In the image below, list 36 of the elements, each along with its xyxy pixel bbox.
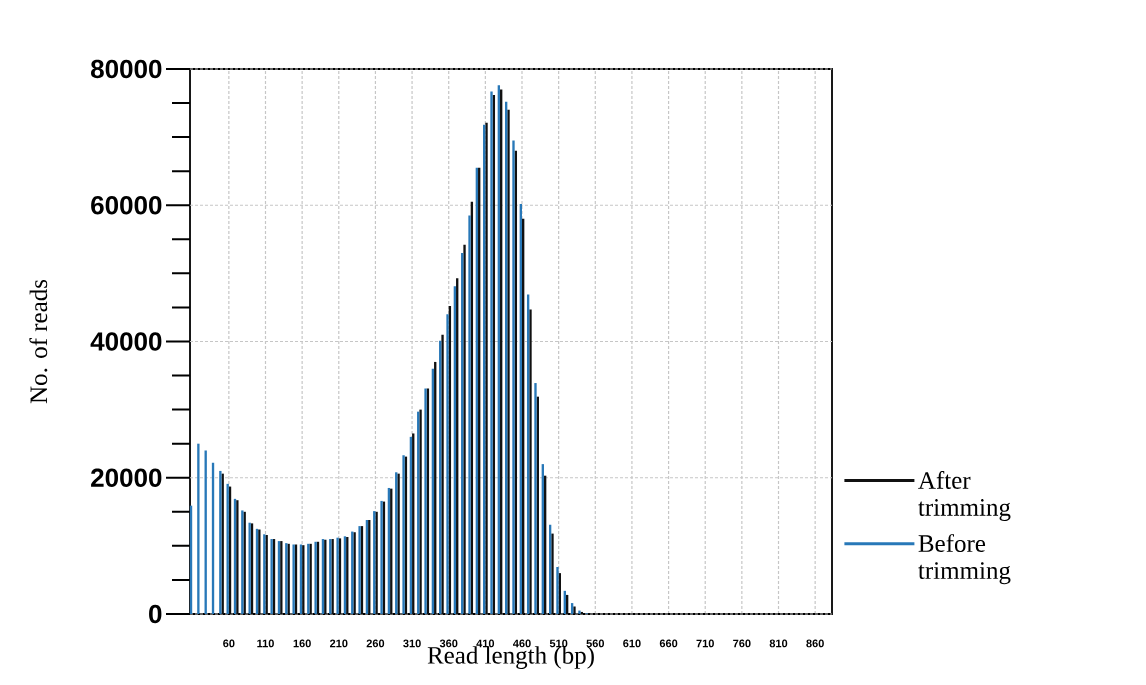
bar bbox=[197, 443, 200, 614]
x-tick-label: 210 bbox=[329, 639, 348, 648]
x-tick-label: 610 bbox=[623, 639, 641, 648]
x-tick-label: 860 bbox=[806, 639, 824, 648]
bar bbox=[463, 244, 466, 614]
y-tick-label: 80000 bbox=[91, 59, 162, 79]
y-tick-label: 20000 bbox=[91, 468, 162, 487]
x-tick-label: 410 bbox=[476, 639, 495, 648]
x-tick-label: 60 bbox=[223, 639, 235, 648]
bar bbox=[441, 334, 444, 614]
bar bbox=[507, 109, 510, 614]
bar bbox=[512, 140, 515, 614]
bar bbox=[534, 383, 537, 614]
x-tick-label: 760 bbox=[733, 639, 751, 648]
y-tick-label: 40000 bbox=[90, 332, 162, 351]
bar bbox=[529, 309, 532, 614]
y-tick-label: 60000 bbox=[91, 196, 162, 215]
x-tick-label: 510 bbox=[549, 639, 568, 648]
bar bbox=[468, 215, 471, 614]
x-tick-label: 110 bbox=[257, 639, 274, 648]
y-axis-title: No. of reads bbox=[29, 279, 48, 404]
x-tick-label: 560 bbox=[586, 639, 604, 648]
y-tick-label: 0 bbox=[149, 604, 162, 624]
bar bbox=[551, 533, 554, 614]
x-tick-label: 810 bbox=[769, 639, 788, 648]
x-tick-label: 710 bbox=[696, 639, 714, 648]
x-tick-label: 660 bbox=[659, 639, 678, 648]
bar bbox=[556, 566, 559, 614]
x-tick-label: 260 bbox=[366, 639, 385, 648]
x-tick-label: 160 bbox=[293, 639, 311, 648]
legend-label: After trimming bbox=[918, 471, 1011, 522]
x-tick-label: 310 bbox=[403, 639, 421, 648]
legend-label: Before trimming bbox=[918, 534, 1011, 585]
x-tick-label: 360 bbox=[439, 639, 458, 648]
x-tick-label: 460 bbox=[513, 639, 531, 648]
bar bbox=[446, 314, 449, 614]
